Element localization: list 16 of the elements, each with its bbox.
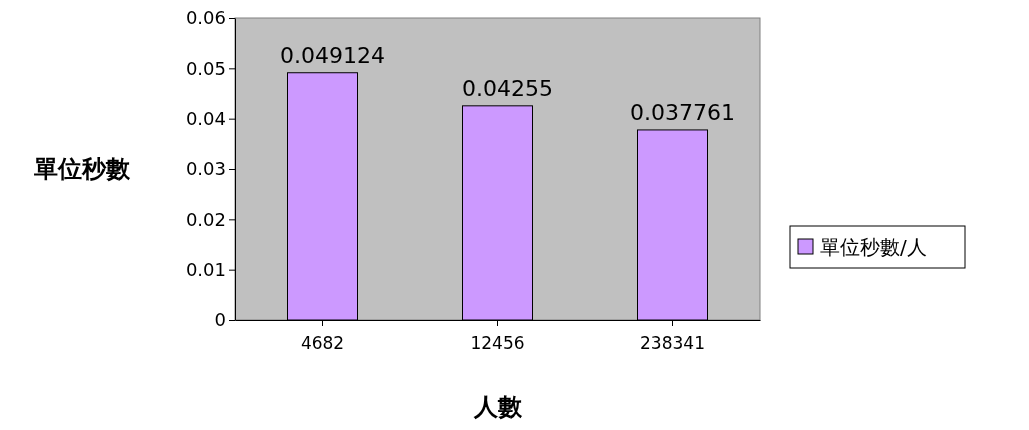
y-tick-label: 0.04 [185, 107, 226, 129]
legend-label: 單位秒數/人 [820, 235, 927, 259]
x-axis-title: 人數 [472, 393, 523, 421]
y-tick-label: 0 [214, 309, 226, 331]
x-tick-label: 12456 [470, 333, 525, 354]
x-tick-label: 238341 [640, 333, 705, 354]
data-label: 0.049124 [280, 42, 385, 68]
x-tick-label: 4682 [300, 333, 345, 354]
y-tick-label: 0.02 [185, 208, 226, 230]
y-tick-label: 0.06 [185, 7, 226, 29]
y-tick-label: 0.03 [185, 158, 226, 180]
y-tick-label: 0.01 [185, 258, 226, 280]
y-tick-label: 0.05 [185, 57, 226, 79]
data-label: 0.037761 [630, 99, 735, 125]
y-axis-title: 單位秒數 [33, 155, 131, 183]
data-label: 0.04255 [462, 75, 553, 101]
